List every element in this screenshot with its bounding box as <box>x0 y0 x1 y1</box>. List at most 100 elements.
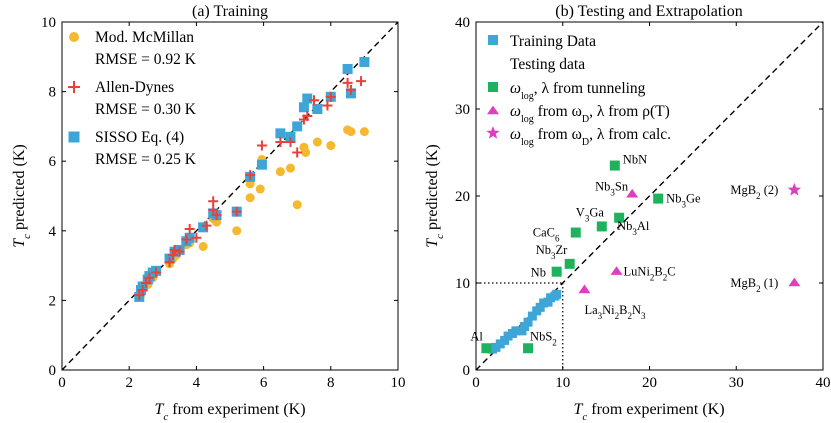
label-part: Ni <box>602 303 615 317</box>
label-part: Al <box>637 219 650 233</box>
sisso-point <box>312 104 323 114</box>
label-subscript: 2 <box>756 284 761 294</box>
axis-label-text: from experiment (K) <box>587 401 724 418</box>
allen-dynes-point <box>208 204 219 215</box>
sisso-point <box>292 121 303 132</box>
panel-b-xtick-label: 0 <box>472 375 480 391</box>
label-part: Sn <box>615 179 629 193</box>
panel-b-ytick-label: 10 <box>455 276 470 292</box>
allen-dynes-point <box>144 272 155 283</box>
panel-b-guide-lines <box>476 282 564 370</box>
testing-tunneling-point <box>523 343 534 354</box>
testing-tunneling-point <box>570 227 581 238</box>
allen-dynes-point <box>231 206 242 217</box>
legend-tunneling-label: ωlog, λ from tunneling <box>510 80 646 102</box>
mcmillan-point <box>292 200 302 210</box>
legend-rho-marker <box>487 105 499 115</box>
training-point <box>511 326 521 336</box>
label-subscript: 3 <box>610 187 615 197</box>
testing-tunneling-point <box>564 258 575 269</box>
allen-dynes-point <box>184 224 195 235</box>
allen-dynes-point <box>208 196 219 207</box>
panel-a: (a) Training 0 2 4 6 8 10 0 2 4 6 8 10 Mod. McMilla… <box>11 3 406 423</box>
material-label: CaC6 <box>533 226 560 244</box>
panel-a-marks <box>134 57 370 302</box>
label-subscript: 2 <box>650 273 655 283</box>
axis-label-symbol: T <box>424 238 441 248</box>
allen-dynes-point <box>169 244 180 255</box>
allen-dynes-point <box>275 137 286 148</box>
panel-b-material-labels: Al NbS2NbNb3ZrCaC6V3GaNb3AlNbNNb3GeNb3SnL… <box>470 153 778 348</box>
testing-rho-point <box>578 284 591 294</box>
legend-allen-dynes-marker <box>68 81 80 93</box>
material-label: NbS2 <box>530 329 557 347</box>
testing-tunneling-point <box>596 221 607 232</box>
legend-rho-subscript: D <box>582 114 589 125</box>
sisso-point <box>184 232 195 243</box>
legend-omega-subscript: log <box>521 137 534 148</box>
testing-tunneling-point <box>614 212 625 223</box>
legend-tunneling-suffix: , λ from tunneling <box>534 80 646 97</box>
allen-dynes-point <box>345 84 356 95</box>
material-label: MgB2 (2) <box>730 183 778 201</box>
legend-calc-subscript: D <box>582 137 589 148</box>
panel-a-xtick-label: 2 <box>125 375 133 391</box>
label-subscript: 3 <box>585 213 590 223</box>
label-main: Nb <box>536 243 551 257</box>
material-label: V3Ga <box>576 205 605 223</box>
axis-label-symbol: T <box>154 401 164 418</box>
panel-b-xtick-label: 40 <box>816 375 831 391</box>
legend-series-name: Mod. McMillan <box>95 29 194 46</box>
allen-dynes-point <box>245 170 256 181</box>
testing-tunneling-point <box>609 160 620 171</box>
allen-dynes-point <box>342 77 353 88</box>
mcmillan-point <box>301 148 311 157</box>
panel-a-legend: Mod. McMillan RMSE = 0.92 K Allen-Dynes RMS… <box>68 29 197 168</box>
legend-calc-suffix: , λ from calc. <box>589 126 671 143</box>
label-main: Nb <box>595 179 610 193</box>
axis-label-text: predicted (K) <box>11 144 28 234</box>
legend-rmse: RMSE = 0.30 K <box>95 101 197 118</box>
panel-a-ytick-label: 4 <box>49 224 57 240</box>
allen-dynes-point <box>256 140 267 151</box>
legend-omega: ω <box>510 126 521 143</box>
panel-a-ytick-label: 2 <box>49 293 57 309</box>
label-part: Zr <box>555 243 568 257</box>
sisso-point <box>275 128 286 139</box>
material-label: Nb <box>531 266 546 280</box>
material-label: Nb3Ge <box>666 192 701 210</box>
legend-training-label: Training Data <box>510 33 596 50</box>
allen-dynes-point <box>292 147 303 158</box>
label-main: Nb <box>531 266 546 280</box>
material-label: Al <box>470 329 483 343</box>
axis-label-subscript: c <box>434 234 446 239</box>
allen-dynes-point <box>201 220 212 231</box>
allen-dynes-point <box>211 210 222 221</box>
label-main: Al <box>470 329 483 343</box>
sisso-point <box>359 57 370 68</box>
label-subscript: 3 <box>598 311 603 321</box>
label-main: CaC <box>533 226 555 240</box>
mcmillan-point <box>346 127 356 137</box>
label-part: Ga <box>589 205 604 219</box>
testing-tunneling-point <box>551 266 562 277</box>
label-part: (1) <box>761 276 779 290</box>
legend-rho-mid: from ω <box>534 103 582 120</box>
panel-a-diagonal <box>61 21 399 371</box>
label-subscript: 6 <box>555 234 560 244</box>
legend-calc-marker <box>486 126 500 139</box>
panel-a-xtick-label: 4 <box>193 375 201 391</box>
label-main: Nb <box>666 192 681 206</box>
panel-b-ticks: 0 10 20 30 40 0 10 20 30 40 <box>455 15 831 391</box>
sisso-point <box>198 222 209 233</box>
sisso-point <box>342 63 353 74</box>
allen-dynes-point <box>181 234 192 245</box>
legend-tunneling-marker <box>488 82 498 92</box>
label-subscript: 2 <box>615 311 620 321</box>
panel-a-xtick-label: 6 <box>260 375 268 391</box>
allen-dynes-point <box>164 257 175 268</box>
panel-b-ytick-label: 20 <box>455 189 470 205</box>
legend-rmse: RMSE = 0.92 K <box>95 51 197 68</box>
label-subscript: 3 <box>632 227 637 237</box>
